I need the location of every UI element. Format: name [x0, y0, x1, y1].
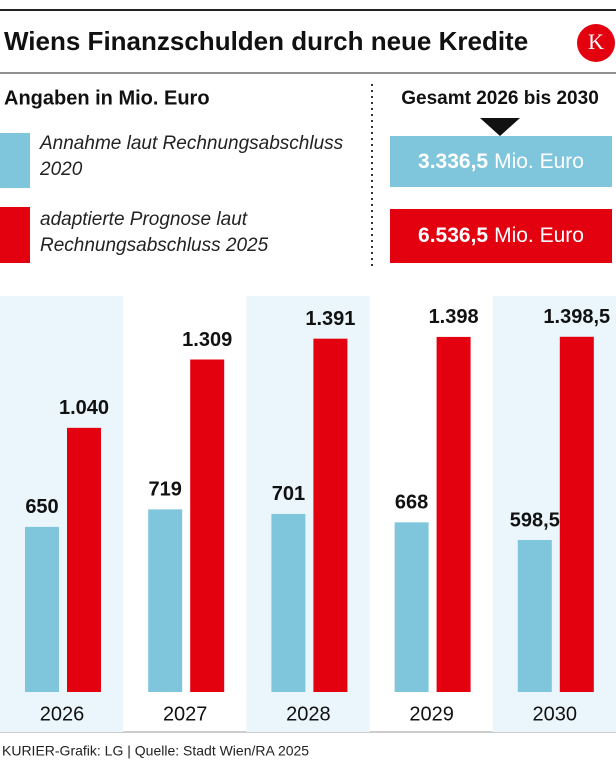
bar: [394, 522, 429, 692]
bar: [517, 539, 552, 692]
value-label: 1.309: [182, 329, 232, 351]
legend-swatch: [0, 207, 30, 263]
total-amount: 6.536,5: [418, 224, 489, 247]
total-unit: Mio. Euro: [494, 149, 584, 173]
x-tick-label: 2026: [40, 703, 85, 725]
bar: [313, 338, 348, 692]
value-label: 719: [149, 479, 182, 501]
bar: [436, 336, 471, 692]
value-label: 650: [25, 496, 58, 518]
legend-text: adaptierte Prognose laut Rechnungsabschl…: [40, 209, 269, 256]
subtitle: Angaben in Mio. Euro: [4, 87, 210, 109]
total-box: 3.336,5 Mio. Euro: [390, 136, 612, 187]
bar: [190, 359, 225, 692]
value-label: 701: [272, 483, 305, 505]
value-label: 668: [395, 492, 428, 514]
totals-title: Gesamt 2026 bis 2030: [401, 88, 599, 109]
total-amount: 3.336,5: [418, 149, 489, 173]
source: KURIER-Grafik: LG | Quelle: Stadt Wien/R…: [2, 743, 309, 759]
title: Wiens Finanzschulden durch neue Kredite: [4, 26, 528, 56]
legend-swatch: [0, 133, 30, 188]
x-tick-label: 2028: [286, 703, 331, 725]
pointer: [480, 118, 520, 136]
bar: [25, 526, 59, 692]
bar: [559, 336, 594, 692]
bar: [148, 509, 183, 692]
column-background: [246, 296, 370, 732]
x-tick-label: 2029: [409, 703, 454, 725]
value-label: 1.391: [305, 308, 355, 330]
total-unit: Mio. Euro: [494, 224, 584, 247]
bar: [67, 427, 101, 692]
value-label: 1.398,5: [543, 306, 610, 328]
value-label: 1.040: [59, 397, 109, 419]
bar: [271, 513, 306, 692]
legend-text: Annahme laut Rechnungsabschluss 2020: [40, 133, 344, 180]
total-box: 6.536,5 Mio. Euro: [390, 209, 612, 263]
logo-circle: [577, 24, 615, 62]
column-background: [492, 296, 616, 732]
value-label: 598,5: [510, 509, 560, 531]
x-tick-label: 2027: [163, 703, 208, 725]
value-label: 1.398: [429, 306, 479, 328]
logo: K: [588, 29, 604, 54]
x-tick-label: 2030: [533, 703, 578, 725]
column-background: [0, 296, 124, 732]
